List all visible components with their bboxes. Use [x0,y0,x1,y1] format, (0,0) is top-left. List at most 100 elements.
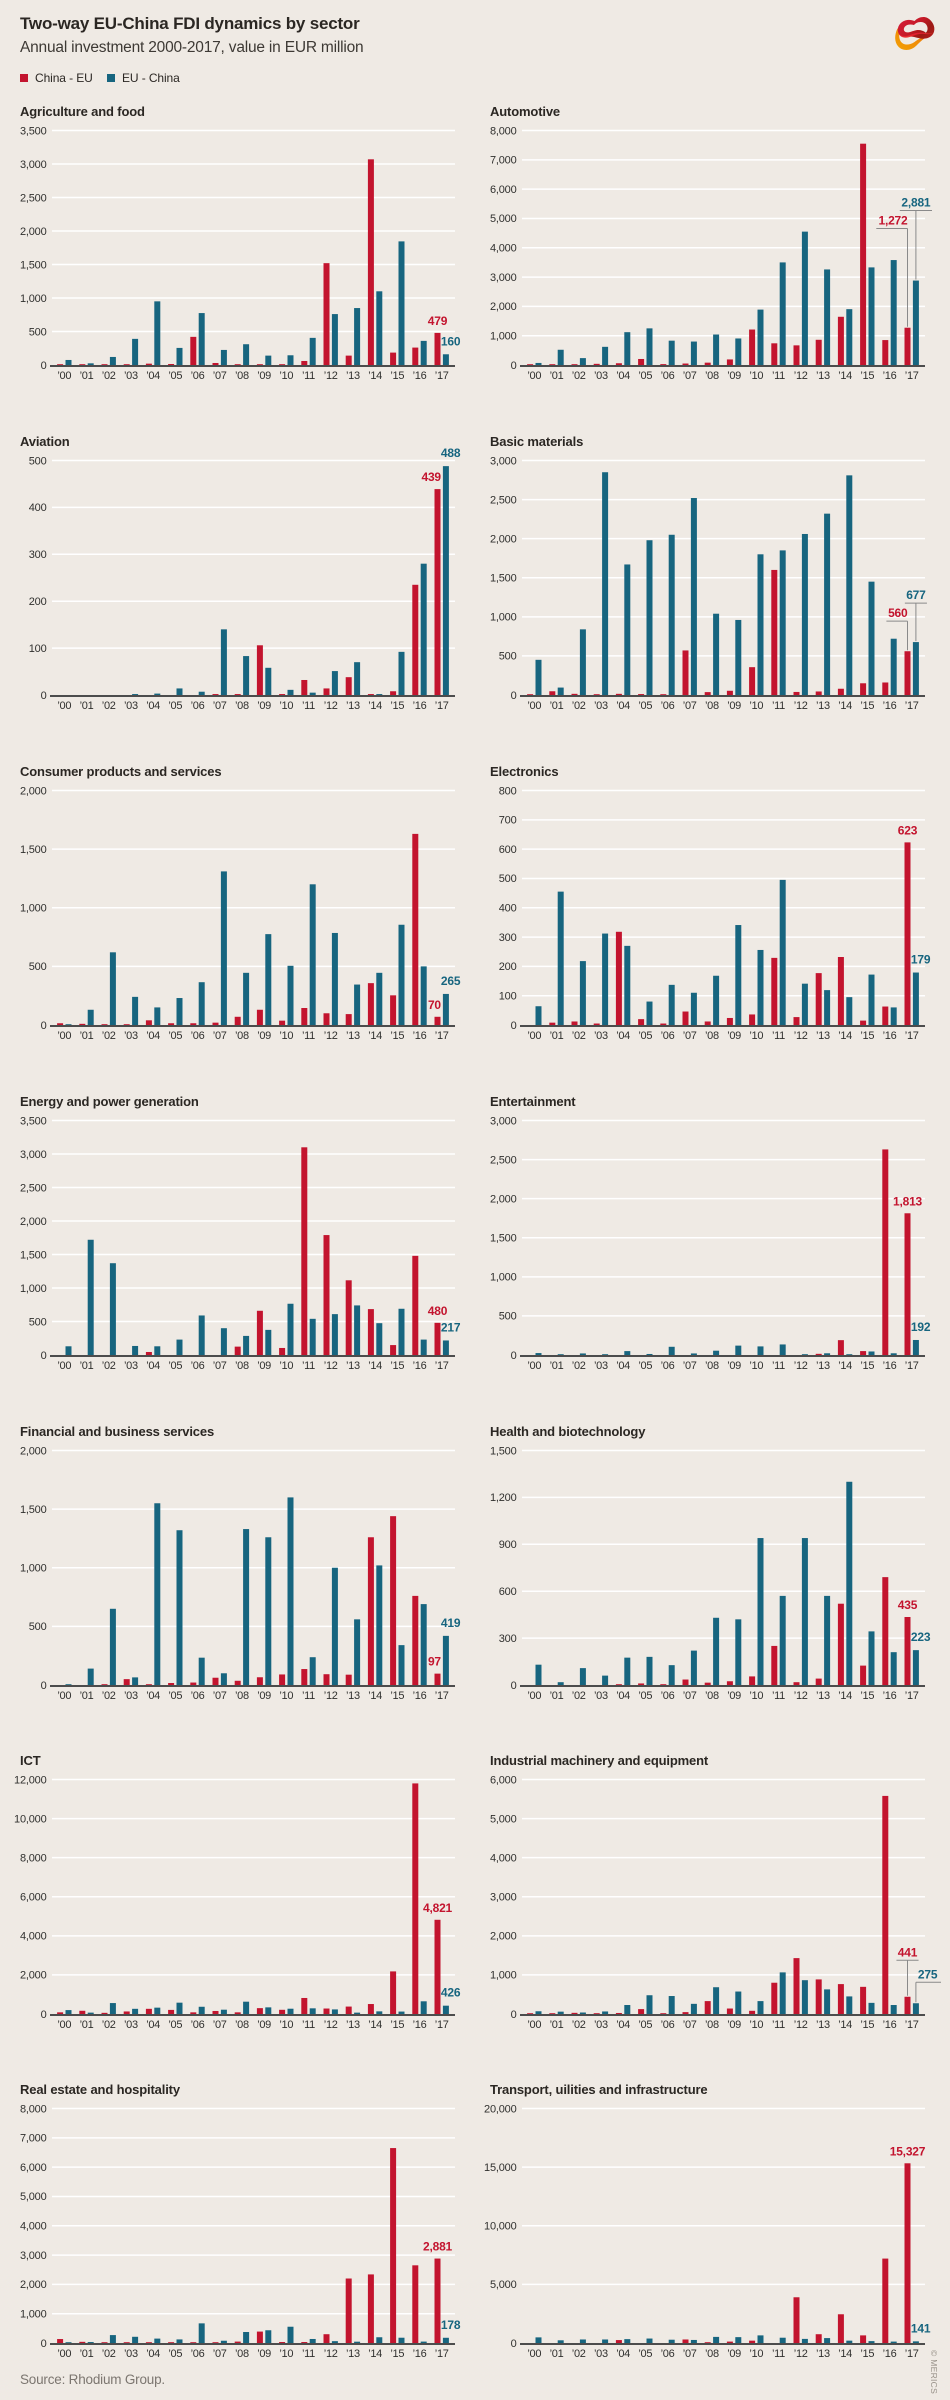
bar-china-eu-16 [412,1595,419,1685]
x-tick-label: ’07 [683,370,697,382]
bar-china-eu-12 [323,1235,330,1355]
bar-eu-china-02 [579,1668,586,1685]
logo-ring [897,16,935,39]
y-tick-label: 3,000 [490,455,517,467]
bar-china-eu-05 [638,694,645,695]
y-tick-label: 1,500 [20,844,47,856]
bar-eu-china-07 [690,2003,697,2014]
x-tick-label: ’01 [80,370,94,382]
bar-eu-china-03 [132,2336,139,2343]
chart-title: Agriculture and food [20,104,145,119]
bar-eu-china-14 [846,1996,853,2014]
bar-eu-china-05 [646,1353,653,1355]
x-tick-label: ’00 [527,1030,541,1042]
y-tick-label: 1,500 [490,573,517,585]
bar-china-eu-17 [904,1996,911,2014]
annotation-china-eu: 4,821 [423,1901,453,1915]
bar-china-eu-16 [412,1783,419,2014]
legend-label-eu-china: EU - China [122,71,180,85]
bar-china-eu-11 [771,957,778,1025]
x-tick-label: ’06 [191,2348,205,2360]
y-tick-label: 1,500 [20,1504,47,1516]
y-tick-label: 0 [511,1020,517,1032]
bars [65,1497,449,1686]
x-tick-label: ’10 [749,370,763,382]
y-tick-label: 3,000 [20,1149,47,1161]
x-tick-label: ’10 [279,2348,293,2360]
y-tick-label: 5,000 [490,1813,517,1825]
x-tick-label: ’03 [594,2348,608,2360]
x-tick-label: ’10 [749,1690,763,1702]
chart-title: Energy and power generation [20,1094,199,1109]
bar-china-eu-16 [882,682,889,695]
x-tick-label: ’15 [390,1690,404,1702]
chart-title: Industrial machinery and equipment [490,1753,709,1768]
bar-china-eu-10 [279,1674,286,1685]
bar-eu-china-02 [579,2012,586,2014]
bar-china-eu-10 [279,2009,286,2014]
bar-china-eu-16 [882,1577,889,1685]
bar-eu-china-11 [309,337,316,366]
bar-eu-china-12 [801,2338,808,2343]
bar-china-eu-05 [168,2342,175,2343]
x-tick-label: ’07 [213,370,227,382]
y-tick-label: 0 [511,360,517,372]
bar-china-eu-17 [434,1016,441,1025]
x-axis-labels: ’00 ’01 ’02 ’03 ’04 ’05 ’06 ’07 ’08 ’09 ’10 ’11 ’12 ’… [57,1360,449,1372]
bar-eu-china-07 [220,871,227,1025]
x-tick-label: ’09 [257,2019,271,2031]
x-tick-label: ’04 [616,2348,630,2360]
bar-eu-china-11 [779,262,786,365]
bar-eu-china-04 [154,1503,161,1685]
bar-china-eu-09 [726,690,733,695]
bar-eu-china-06 [198,2006,205,2014]
logo-swoosh-inner [898,32,934,38]
annotations: 2,881 178 [423,2240,461,2332]
x-tick-label: ’17 [435,700,449,712]
x-tick-label: ’07 [683,700,697,712]
x-axis-labels: ’00 ’01 ’02 ’03 ’04 ’05 ’06 ’07 ’08 ’09 ’10 ’11 ’12 ’… [57,1030,449,1042]
x-tick-label: ’12 [324,1360,338,1372]
x-tick-label: ’02 [102,700,116,712]
annotation-eu-china: 178 [441,2318,461,2332]
chart-energy-and-power-generation: 0 500 1,000 1,500 2,000 2,500 3,000 3,500 ’00 ’01… [20,1115,461,1372]
bar-china-eu-10 [749,329,756,365]
x-tick-label: ’00 [57,1360,71,1372]
bar-eu-china-00 [65,1684,72,1685]
bar-eu-china-00 [535,659,542,695]
bar-eu-china-03 [602,2339,609,2343]
chart-financial-and-business-services: 0 500 1,000 1,500 2,000 ’00 ’01 ’02 ’03 ’04 ’05 ’06… [20,1445,461,1702]
bar-eu-china-02 [579,358,586,365]
bar-eu-china-17 [442,466,449,695]
bar-china-eu-11 [301,1997,308,2014]
x-tick-label: ’07 [683,2348,697,2360]
bar-eu-china-02 [579,1353,586,1355]
bars [57,1783,449,2014]
bar-china-eu-15 [390,352,397,365]
y-tick-label: 8,000 [490,125,517,137]
bars [535,2163,919,2343]
bar-eu-china-03 [602,1354,609,1355]
bar-eu-china-09 [265,2330,272,2343]
y-tick-label: 0 [41,690,47,702]
bar-eu-china-17 [912,1339,919,1355]
bars [527,1795,919,2014]
x-tick-label: ’04 [146,700,160,712]
y-tick-label: 5,000 [490,213,517,225]
annotation-china-eu: 623 [898,823,918,837]
x-tick-label: ’01 [80,2019,94,2031]
x-tick-label: ’03 [594,1030,608,1042]
x-tick-label: ’03 [124,700,138,712]
x-axis-labels: ’00 ’01 ’02 ’03 ’04 ’05 ’06 ’07 ’08 ’09 ’10 ’11 ’12 ’… [57,2019,449,2031]
bar-eu-china-10 [757,949,764,1025]
chart-industrial-machinery-and-equipment: 0 1,000 2,000 3,000 4,000 5,000 6,000 ’00 ’01 ’02… [490,1774,941,2031]
chart-title: Electronics [490,764,559,779]
bar-eu-china-07 [690,1650,697,1685]
bar-eu-china-06 [198,1657,205,1685]
bar-china-eu-04 [615,1684,622,1685]
bar-eu-china-05 [176,688,183,695]
chart-title: Consumer products and services [20,764,222,779]
bar-china-eu-02 [101,2342,108,2343]
